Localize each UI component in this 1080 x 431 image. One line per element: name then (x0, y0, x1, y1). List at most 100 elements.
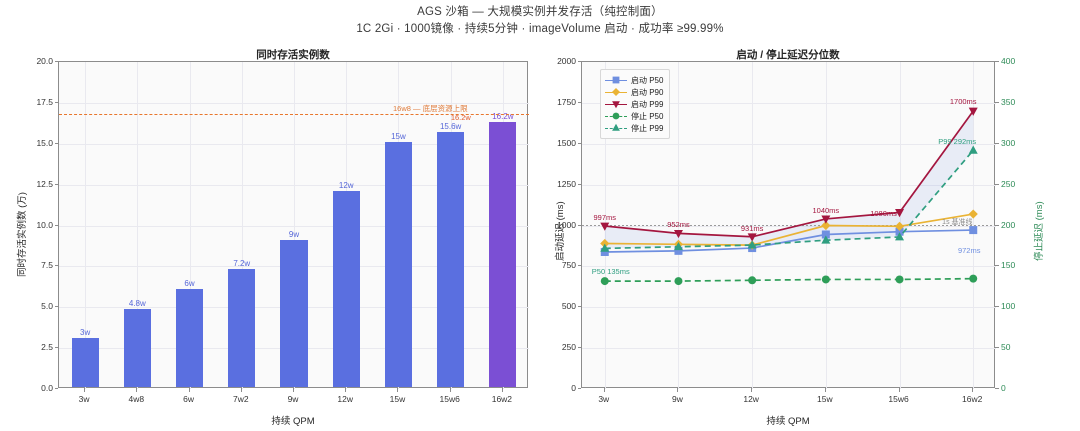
series-line[interactable] (604, 277, 974, 282)
baseline-label: 1s 基准线 (942, 218, 973, 226)
series-line[interactable] (604, 149, 974, 250)
tick-mark (449, 388, 451, 392)
figure-suptitle: AGS 沙箱 — 大规模实例并发存活（纯控制面） (417, 6, 663, 18)
legend-item[interactable]: 启动 P90 (605, 86, 663, 98)
data-point-marker (747, 240, 757, 249)
line-chart-ylabel-right: 停止延迟 (ms) (1034, 200, 1045, 261)
tick-mark (577, 224, 581, 226)
bar-chart-ytick: 10.0 (36, 219, 53, 230)
line-chart-ytick-right: 0 (1001, 383, 1006, 393)
bar-value-label: 15.6w (439, 121, 462, 131)
series-line[interactable] (604, 229, 974, 253)
grid-line-horizontal (582, 102, 996, 104)
bar-9w[interactable] (280, 239, 308, 387)
tick-mark (577, 142, 581, 144)
tick-mark (995, 101, 999, 103)
grid-line-vertical (973, 62, 975, 389)
data-annotation: P99 292ms (938, 137, 977, 147)
legend-label: 停止 P99 (631, 123, 664, 133)
bar-chart-xtick: 6w (183, 394, 194, 404)
tick-mark (995, 347, 999, 349)
data-point-marker (612, 112, 620, 120)
tick-mark (345, 388, 347, 392)
bar-16w2[interactable] (489, 122, 517, 387)
data-point-marker (969, 274, 978, 283)
tick-mark (577, 61, 581, 62)
grid-line-horizontal (582, 184, 996, 186)
data-annotation: 1700ms (949, 97, 977, 107)
tick-mark (397, 388, 399, 392)
line-chart-ytick-right: 300 (1001, 137, 1016, 148)
tick-mark (54, 101, 58, 103)
bar-chart-xtick: 15w6 (439, 394, 460, 404)
line-chart-ytick-left: 250 (561, 342, 576, 353)
legend-swatch (605, 123, 627, 133)
bar-4w8[interactable] (123, 308, 151, 387)
legend-item[interactable]: 停止 P50 (605, 110, 663, 122)
tick-mark (603, 388, 605, 392)
bar-value-label: 15w (391, 131, 406, 141)
grid-line-horizontal (582, 225, 996, 227)
series-line[interactable] (604, 213, 974, 246)
bar-chart-ytick: 15.0 (36, 137, 53, 148)
data-point-marker (895, 232, 905, 241)
data-point-marker (821, 230, 830, 239)
bar-chart-ytick: 12.5 (36, 178, 53, 189)
legend-marker (612, 123, 620, 131)
bar-15w[interactable] (384, 141, 412, 387)
bar-chart-axes: 同时存活实例数 3w 4.8w 6w 7.2w 9w 12w 15w 15.6w 16.2w 16… (58, 49, 529, 389)
bar-12w[interactable] (332, 190, 360, 387)
data-point-marker (747, 233, 757, 242)
data-point-marker (612, 88, 620, 96)
line-chart-legend[interactable]: 启动 P50 启动 P90 启动 P99 停止 P50 停止 P99 (600, 69, 671, 139)
legend-item[interactable]: 启动 P99 (605, 98, 663, 110)
line-chart-ytick-right: 200 (1001, 219, 1016, 230)
line-chart-ytick-left: 1000 (557, 219, 576, 230)
tick-mark (136, 388, 138, 392)
bar-chart-title: 同时存活实例数 (256, 49, 330, 61)
bar-3w[interactable] (71, 337, 99, 387)
line-chart-ytick-left: 1500 (557, 137, 576, 148)
tick-mark (824, 388, 826, 392)
bar-chart-xtick: 4w8 (128, 394, 145, 404)
bar-value-label: 9w (288, 229, 300, 239)
legend-swatch (605, 99, 627, 109)
data-annotation: P50 135ms (591, 266, 630, 276)
legend-item[interactable]: 停止 P99 (605, 122, 663, 134)
bar-chart-xtick: 16w2 (491, 394, 513, 404)
line-chart-ytick-right: 150 (1001, 260, 1016, 271)
bar-6w[interactable] (175, 288, 204, 387)
tick-mark (54, 306, 58, 308)
tick-mark (84, 388, 86, 392)
tick-mark (577, 306, 581, 308)
legend-swatch (605, 111, 627, 121)
tick-mark (677, 388, 679, 392)
line-chart-ytick-right: 50 (1001, 342, 1011, 353)
bar-7w2[interactable] (228, 269, 256, 387)
bar-chart-xtick: 3w (78, 394, 90, 404)
line-chart-xtick: 9w (672, 394, 683, 404)
bar-value-label: 4.8w (128, 298, 146, 308)
legend-item[interactable]: 启动 P50 (605, 74, 663, 86)
tick-mark (293, 388, 294, 392)
data-point-marker (673, 229, 683, 239)
data-point-marker (673, 241, 683, 251)
bar-chart-panel: 同时存活实例数 3w 4.8w 6w 7.2w 9w 12w 15w 15.6w 16.2w 16… (0, 45, 540, 431)
line-chart-title: 启动 / 停止延迟分位数 (736, 49, 840, 61)
tick-mark (751, 388, 753, 392)
bar-value-label: 12w (338, 180, 354, 190)
grid-line-horizontal (582, 307, 996, 309)
bar-15w6[interactable] (437, 131, 465, 387)
data-point-marker (674, 246, 683, 255)
tick-mark (995, 224, 999, 226)
data-point-marker (968, 145, 978, 154)
bar-value-label: 6w (184, 278, 195, 288)
tick-mark (577, 183, 581, 185)
bar-chart-xtick: 7w2 (232, 394, 249, 404)
data-point-marker (895, 209, 905, 218)
series-line[interactable] (604, 110, 974, 238)
legend-label: 停止 P50 (631, 111, 664, 121)
bar-chart-ytick: 17.5 (36, 96, 53, 107)
tick-mark (501, 388, 503, 392)
tick-mark (188, 388, 190, 392)
